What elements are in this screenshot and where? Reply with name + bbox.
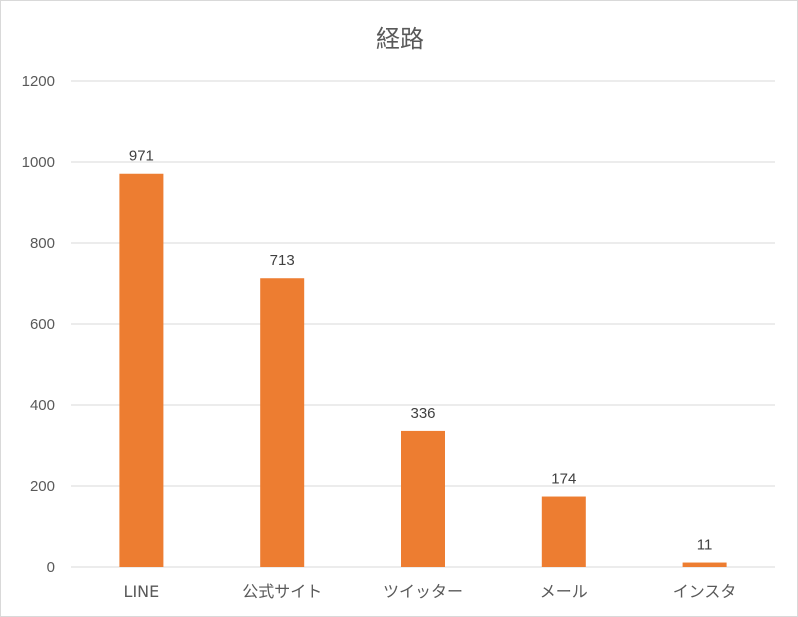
y-axis-ticks: 0 200 400 600 800 1000 1200	[22, 73, 55, 576]
y-tick-label: 600	[30, 316, 55, 333]
y-tick-label: 1000	[22, 154, 55, 171]
data-labels: 971 713 336 174 11	[129, 148, 713, 554]
x-category-label: LINE	[124, 582, 160, 601]
data-label: 336	[410, 405, 435, 422]
x-category-label: メール	[540, 582, 588, 601]
bar	[682, 562, 727, 567]
y-tick-label: 0	[47, 559, 55, 576]
x-category-label: ツイッター	[383, 582, 463, 601]
x-category-label: インスタ	[673, 582, 737, 601]
data-label: 971	[129, 148, 154, 165]
x-axis-categories: LINE 公式サイト ツイッター メール インスタ	[124, 582, 737, 601]
bar	[541, 496, 586, 567]
y-tick-label: 1200	[22, 73, 55, 90]
bar	[119, 173, 164, 567]
y-tick-label: 400	[30, 397, 55, 414]
data-label: 174	[551, 471, 576, 488]
chart-title: 経路	[376, 25, 424, 53]
y-tick-label: 800	[30, 235, 55, 252]
gridlines	[71, 80, 775, 568]
x-category-label: 公式サイト	[242, 582, 322, 601]
bar	[260, 278, 305, 567]
data-label: 11	[697, 537, 713, 554]
bars	[119, 173, 727, 567]
data-label: 713	[270, 252, 295, 269]
bar	[401, 430, 445, 567]
y-tick-label: 200	[30, 478, 55, 495]
